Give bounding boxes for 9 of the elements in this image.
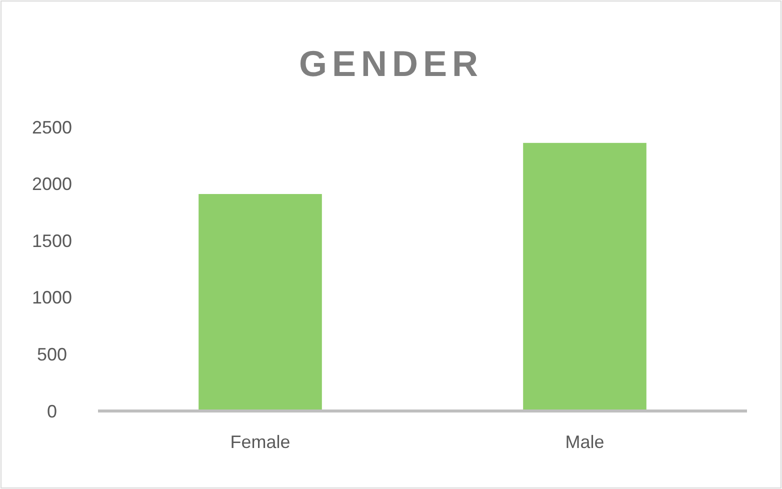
y-tick-label: 2500 xyxy=(32,117,72,138)
y-tick-label: 2000 xyxy=(32,174,72,194)
y-tick-label: 500 xyxy=(36,344,68,364)
y-tick-label: 0 xyxy=(46,401,58,422)
x-tick-label: Female xyxy=(230,432,290,452)
y-tick-label: 1500 xyxy=(32,230,72,251)
y-tick-label: 1000 xyxy=(32,288,72,308)
x-tick-label: Male xyxy=(565,432,604,452)
chart-title: GENDER xyxy=(298,43,484,84)
